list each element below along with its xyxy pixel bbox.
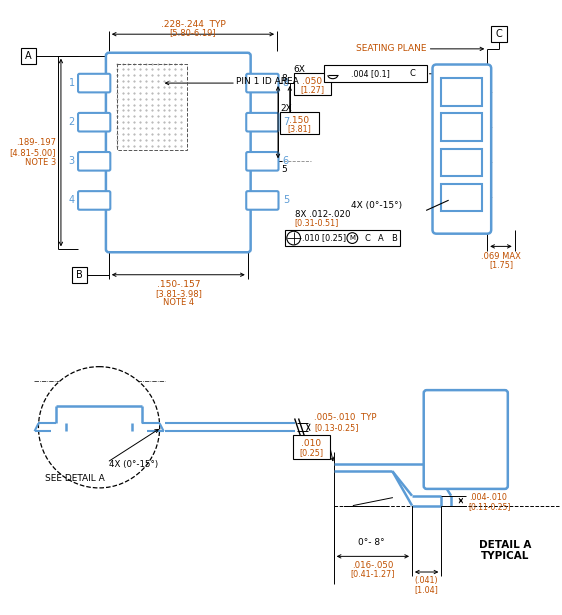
FancyBboxPatch shape: [78, 74, 110, 92]
Text: .016-.050: .016-.050: [352, 561, 393, 569]
Text: A: A: [378, 234, 383, 242]
Text: [0.31-0.51]: [0.31-0.51]: [294, 218, 339, 228]
Text: 6X: 6X: [294, 65, 306, 74]
Text: [1.27]: [1.27]: [300, 85, 324, 95]
FancyBboxPatch shape: [424, 390, 508, 489]
Text: .010 [0.25]: .010 [0.25]: [302, 234, 346, 242]
Text: 7: 7: [283, 117, 289, 127]
Bar: [294, 73, 331, 95]
Text: 6: 6: [283, 156, 289, 166]
Bar: [285, 230, 400, 247]
Bar: [441, 184, 482, 211]
Bar: [441, 113, 482, 141]
Text: [5.80-6.19]: [5.80-6.19]: [170, 28, 216, 37]
Text: 4X (0°-15°): 4X (0°-15°): [109, 460, 158, 469]
Bar: [293, 435, 330, 459]
Text: 0°- 8°: 0°- 8°: [358, 538, 385, 547]
FancyBboxPatch shape: [246, 74, 279, 92]
Text: .150-.157: .150-.157: [157, 280, 200, 289]
Bar: [441, 149, 482, 176]
Text: [3.81]: [3.81]: [288, 125, 311, 133]
FancyBboxPatch shape: [78, 113, 110, 132]
Bar: [280, 113, 319, 134]
Text: [4.81-5.00]: [4.81-5.00]: [10, 148, 56, 157]
Text: .189-.197: .189-.197: [16, 138, 56, 147]
Text: A: A: [25, 50, 32, 61]
Text: 2X: 2X: [280, 104, 292, 113]
Text: (.041): (.041): [415, 576, 438, 585]
Text: DETAIL A: DETAIL A: [479, 539, 531, 550]
Bar: [324, 65, 427, 82]
Text: B: B: [392, 234, 397, 242]
Text: 4X (0°-15°): 4X (0°-15°): [351, 201, 402, 210]
Text: [0.25]: [0.25]: [299, 448, 323, 457]
Text: C: C: [409, 69, 415, 78]
Bar: [21, 48, 37, 63]
Text: 8X .012-.020: 8X .012-.020: [294, 210, 350, 218]
Text: NOTE 3: NOTE 3: [25, 158, 56, 167]
Text: [3.81-3.98]: [3.81-3.98]: [155, 289, 202, 298]
Text: 8: 8: [281, 74, 287, 82]
Text: 3: 3: [69, 156, 75, 166]
Text: 4: 4: [69, 196, 75, 205]
Text: .004-.010: .004-.010: [469, 493, 506, 502]
Text: 8: 8: [283, 78, 289, 88]
FancyBboxPatch shape: [246, 113, 279, 132]
Circle shape: [287, 231, 301, 245]
Text: .050: .050: [302, 77, 322, 85]
FancyBboxPatch shape: [246, 191, 279, 210]
Text: .010: .010: [301, 439, 321, 448]
Bar: [117, 63, 187, 149]
Text: [0.13-0.25]: [0.13-0.25]: [314, 423, 359, 432]
Text: 2: 2: [69, 117, 75, 127]
Text: 5: 5: [283, 196, 289, 205]
FancyBboxPatch shape: [246, 152, 279, 170]
Text: TYPICAL: TYPICAL: [481, 552, 529, 561]
Text: NOTE 4: NOTE 4: [163, 298, 194, 307]
Text: [0.11-0.25]: [0.11-0.25]: [469, 502, 511, 511]
Text: C: C: [496, 29, 502, 39]
Text: .069 MAX: .069 MAX: [481, 252, 521, 261]
Circle shape: [347, 232, 357, 244]
Text: 5: 5: [281, 165, 287, 173]
Text: .004 [0.1]: .004 [0.1]: [351, 69, 391, 78]
FancyBboxPatch shape: [78, 152, 110, 170]
Text: M: M: [350, 235, 355, 241]
Text: C: C: [364, 234, 370, 242]
Text: .005-.010  TYP: .005-.010 TYP: [314, 413, 377, 422]
FancyBboxPatch shape: [106, 53, 251, 252]
Text: SEE DETAIL A: SEE DETAIL A: [46, 474, 105, 483]
Text: [0.41-1.27]: [0.41-1.27]: [351, 569, 395, 579]
Text: 1: 1: [69, 78, 75, 88]
Text: [1.04]: [1.04]: [415, 585, 438, 594]
Text: B: B: [76, 270, 83, 280]
Circle shape: [38, 367, 160, 488]
Bar: [72, 267, 87, 282]
FancyBboxPatch shape: [78, 191, 110, 210]
Text: [1.75]: [1.75]: [489, 261, 513, 269]
Bar: [441, 78, 482, 106]
Text: SEATING PLANE: SEATING PLANE: [356, 44, 427, 54]
Text: PIN 1 ID AREA: PIN 1 ID AREA: [236, 77, 299, 85]
Text: .150: .150: [289, 116, 310, 125]
Bar: [491, 26, 507, 42]
Text: .228-.244  TYP: .228-.244 TYP: [161, 20, 225, 29]
FancyBboxPatch shape: [433, 65, 491, 234]
